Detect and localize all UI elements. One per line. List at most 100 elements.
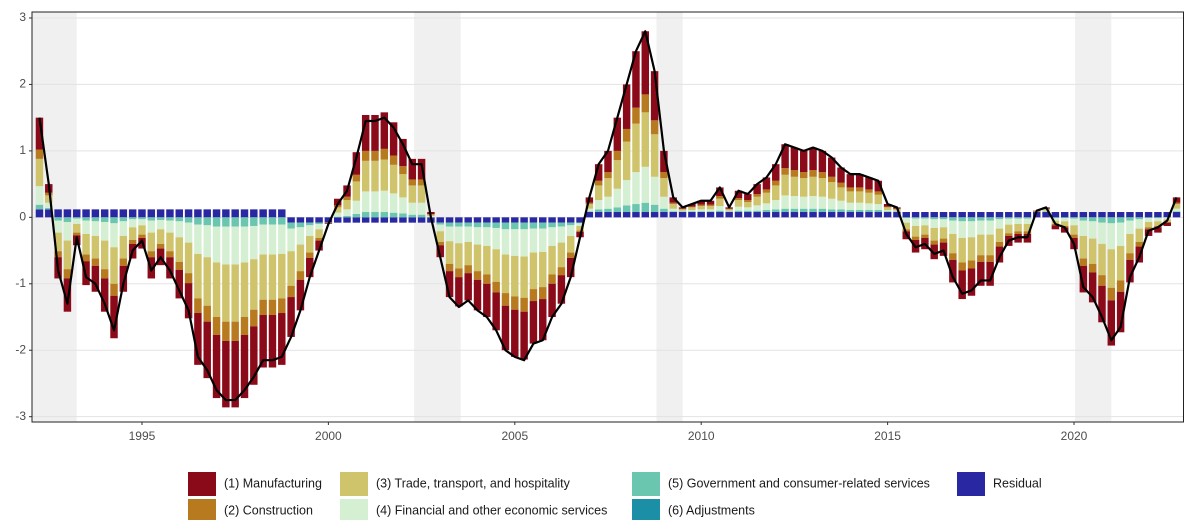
bar-segment bbox=[91, 265, 100, 292]
bar-segment bbox=[222, 340, 230, 408]
bar-segment bbox=[333, 216, 342, 218]
bar-segment bbox=[1154, 217, 1162, 222]
bar-segment bbox=[110, 283, 118, 296]
bar-segment bbox=[119, 235, 128, 259]
bar-segment bbox=[1107, 217, 1116, 224]
bar-segment bbox=[82, 254, 90, 262]
bar-segment bbox=[986, 261, 994, 286]
bar-segment bbox=[520, 297, 528, 312]
bar-segment bbox=[287, 285, 295, 298]
bar-segment bbox=[483, 283, 491, 318]
bar-segment bbox=[222, 217, 230, 227]
bar-segment bbox=[501, 229, 510, 255]
bar-segment bbox=[893, 210, 901, 212]
bar-segment bbox=[156, 209, 165, 218]
bar-segment bbox=[371, 150, 379, 161]
bar-segment bbox=[613, 188, 622, 208]
bar-segment bbox=[734, 210, 743, 213]
bar-segment bbox=[827, 182, 836, 199]
bar-segment bbox=[883, 210, 892, 212]
bar-segment bbox=[222, 264, 230, 322]
bar-segment bbox=[119, 209, 128, 218]
bar-segment bbox=[380, 190, 389, 213]
bar-segment bbox=[1144, 212, 1153, 218]
bar-segment bbox=[893, 212, 901, 218]
bar-segment bbox=[939, 227, 948, 239]
bar-segment bbox=[54, 232, 62, 252]
bar-segment bbox=[762, 189, 771, 193]
bar-segment bbox=[800, 178, 808, 197]
bar-segment bbox=[380, 148, 389, 160]
bar-segment bbox=[818, 196, 827, 209]
bar-segment bbox=[464, 222, 472, 227]
bar-segment bbox=[119, 221, 128, 236]
bar-segment bbox=[594, 180, 603, 186]
bar-segment bbox=[716, 196, 724, 199]
bar-segment bbox=[333, 217, 342, 223]
bar-segment bbox=[921, 218, 929, 226]
bar-segment bbox=[45, 195, 53, 203]
bar-segment bbox=[110, 295, 118, 339]
bar-segment bbox=[762, 210, 771, 213]
bar-segment bbox=[911, 212, 920, 218]
bar-segment bbox=[138, 225, 146, 235]
bar-segment bbox=[744, 212, 752, 218]
bar-segment bbox=[790, 208, 799, 213]
bar-segment bbox=[827, 198, 836, 210]
bar-segment bbox=[1154, 221, 1162, 226]
bar-segment bbox=[35, 186, 44, 205]
bar-segment bbox=[688, 204, 696, 207]
bar-segment bbox=[632, 204, 640, 213]
y-tick-label: 0 bbox=[19, 210, 26, 224]
bar-segment bbox=[734, 212, 743, 218]
bar-segment bbox=[930, 217, 938, 220]
bar-segment bbox=[1163, 221, 1171, 223]
bar-segment bbox=[333, 212, 342, 217]
bar-segment bbox=[827, 212, 836, 218]
bar-segment bbox=[240, 209, 249, 218]
bar-segment bbox=[1079, 217, 1088, 221]
bar-segment bbox=[744, 210, 752, 213]
y-tick-label: 3 bbox=[19, 10, 26, 24]
bar-segment bbox=[1060, 217, 1069, 218]
bar-segment bbox=[473, 271, 482, 280]
bar-segment bbox=[1079, 258, 1088, 266]
legend-swatch bbox=[957, 472, 985, 496]
bar-segment bbox=[678, 209, 687, 211]
bar-segment bbox=[911, 236, 920, 240]
bar-segment bbox=[147, 220, 156, 233]
bar-segment bbox=[772, 212, 780, 218]
bar-segment bbox=[604, 178, 612, 197]
bar-segment bbox=[716, 187, 724, 197]
bar-segment bbox=[408, 217, 416, 223]
bar-segment bbox=[576, 217, 584, 223]
bar-segment bbox=[669, 204, 677, 209]
x-tick-label: 2015 bbox=[874, 429, 901, 443]
bar-segment bbox=[846, 202, 855, 211]
bar-segment bbox=[1172, 202, 1181, 205]
bar-segment bbox=[306, 235, 314, 253]
bar-segment bbox=[1070, 225, 1078, 235]
bar-segment bbox=[455, 268, 463, 278]
bar-segment bbox=[250, 259, 258, 310]
bar-segment bbox=[921, 217, 929, 219]
bar-segment bbox=[818, 172, 827, 179]
bar-segment bbox=[1126, 220, 1134, 234]
bar-segment bbox=[455, 217, 463, 223]
bar-segment bbox=[380, 159, 389, 191]
bar-segment bbox=[855, 202, 864, 211]
bar-segment bbox=[399, 197, 407, 214]
bar-segment bbox=[1144, 217, 1153, 222]
bar-segment bbox=[1126, 259, 1134, 283]
bar-segment bbox=[837, 209, 845, 213]
bar-segment bbox=[660, 178, 668, 197]
bar-segment bbox=[744, 200, 752, 203]
bar-segment bbox=[977, 220, 985, 235]
bar-segment bbox=[1023, 231, 1032, 234]
bar-segment bbox=[641, 212, 650, 218]
bar-segment bbox=[1154, 217, 1162, 218]
bar-segment bbox=[781, 195, 789, 209]
bar-segment bbox=[632, 107, 640, 124]
bar-segment bbox=[1088, 272, 1097, 303]
